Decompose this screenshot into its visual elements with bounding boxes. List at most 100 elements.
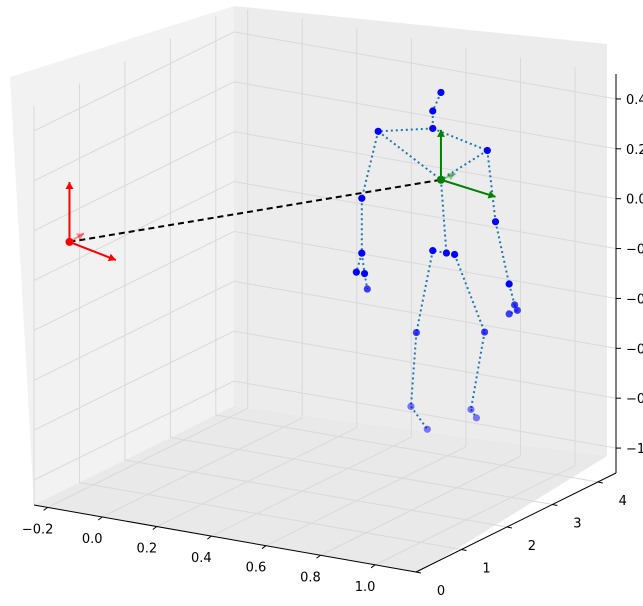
- skeleton-joint: [429, 124, 437, 133]
- grid-line-z-back: [233, 280, 617, 349]
- camera-axis: [440, 178, 496, 198]
- skeleton-joint: [374, 127, 382, 135]
- grid-line-y-floor: [124, 459, 507, 528]
- skeleton-joint: [491, 218, 500, 226]
- skeleton-bone: [469, 331, 486, 410]
- camera-axis: [69, 240, 117, 261]
- skeleton-joint: [429, 247, 437, 255]
- grid-line-x-floor: [156, 427, 358, 527]
- grid-line-x-floor: [374, 465, 576, 566]
- skeleton-bone: [494, 221, 511, 285]
- camera-origin: [436, 175, 445, 184]
- grid-line-z-back: [233, 380, 617, 449]
- x-tick-label: 0.2: [136, 542, 157, 557]
- grid-line-y-floor: [215, 414, 598, 483]
- skeleton-bone: [360, 253, 366, 274]
- x-tick-label: −0.2: [22, 522, 54, 537]
- x-tick-label: 0.4: [191, 551, 212, 566]
- grid-line-z-back: [233, 31, 617, 100]
- skeleton-bone: [377, 130, 442, 181]
- skeleton-joint: [437, 88, 445, 97]
- x-tick-label: 0.6: [246, 561, 267, 576]
- grid-line-y-floor: [170, 437, 553, 505]
- grid-line-x-floor: [47, 407, 248, 508]
- z-tick-label: −1.0: [626, 442, 643, 457]
- x-tick: [152, 526, 158, 530]
- camera-origin: [65, 237, 74, 246]
- z-tick-label: −0.8: [626, 392, 643, 407]
- y-tick-label: 3: [573, 517, 581, 532]
- skeleton-joint: [423, 425, 431, 433]
- camera-axis-arrowhead: [65, 182, 74, 190]
- grid-line-x-floor: [320, 455, 521, 556]
- camera-axis-arrowhead: [487, 190, 496, 199]
- skeleton-joint: [407, 402, 415, 411]
- x-tick: [261, 545, 267, 550]
- z-tick-label: −0.4: [626, 292, 643, 307]
- grid-line-z-left: [33, 280, 235, 381]
- y-tick: [552, 504, 558, 506]
- camera-axis-arrowhead: [436, 129, 445, 137]
- z-tick-label: 0.4: [626, 93, 643, 108]
- x-tick: [316, 554, 321, 559]
- skeleton-joint: [511, 301, 519, 309]
- grid-line-z-back: [233, 330, 617, 399]
- x-tick-label: 1.0: [355, 580, 376, 595]
- y-tick-label: 0: [437, 584, 445, 599]
- x-tick-label: 0.8: [300, 570, 321, 585]
- skeleton-joint: [505, 310, 513, 318]
- x-tick: [370, 564, 376, 569]
- camera-link-line: [69, 178, 442, 243]
- z-tick-label: 0.2: [626, 143, 643, 158]
- grid-line-z-left: [33, 31, 235, 132]
- y-axis-line: [415, 472, 617, 573]
- skeleton-joint: [505, 280, 513, 288]
- skeleton-bone: [409, 332, 418, 407]
- skeleton-joint: [360, 269, 369, 278]
- skeleton-bone: [440, 149, 488, 181]
- grid-line-z-back: [233, 230, 617, 299]
- tick-labels: −0.2 0.0 0.2 0.4 0.6 0.8 1.0 0 1 2 3 4 0.4 0.2 0.0 −0.2…: [22, 93, 643, 599]
- skeleton-joint: [513, 306, 521, 314]
- grid-line-z-back: [233, 81, 617, 150]
- data-marks: [65, 88, 521, 433]
- skeleton-bone: [508, 283, 516, 306]
- y-tick: [461, 549, 467, 551]
- skeleton-bone: [453, 254, 486, 333]
- skeleton-bone: [360, 131, 380, 199]
- grid-line-z-left: [33, 81, 235, 182]
- x-tick: [97, 516, 103, 521]
- skeleton-joint: [358, 249, 366, 257]
- z-tick-label: 0.0: [626, 193, 643, 208]
- skeleton-joint: [481, 328, 489, 336]
- grid-line-z-left: [33, 131, 235, 232]
- z-tick-label: −0.2: [626, 243, 643, 258]
- grid-line-z-back: [233, 131, 617, 200]
- z-tick-label: −0.6: [626, 342, 643, 357]
- y-tick-label: 2: [528, 539, 536, 554]
- grid-line-z-left: [33, 380, 235, 481]
- y-tick: [415, 571, 422, 574]
- grid-line-x-floor: [101, 417, 303, 518]
- y-tick: [597, 481, 603, 484]
- skeleton-bone: [439, 179, 448, 254]
- skeleton-joint: [429, 107, 437, 115]
- x-tick-label: 0.0: [82, 532, 103, 547]
- camera-axis-arrowhead: [75, 233, 85, 241]
- grid-line-z-left: [33, 330, 235, 431]
- skeleton-bone: [415, 250, 434, 333]
- skeleton-joint: [363, 285, 371, 293]
- skeleton-joint: [412, 328, 420, 337]
- y-tick-label: 1: [482, 562, 490, 577]
- x-tick: [207, 535, 212, 540]
- skeleton-joint: [442, 249, 451, 257]
- grid-line-z-left: [33, 230, 235, 331]
- skeleton-joint: [450, 250, 459, 259]
- grid-line-x-floor: [265, 446, 467, 547]
- camera-axis-arrowhead: [447, 172, 456, 181]
- back-pane: [234, 6, 607, 456]
- grid-line-z-back: [233, 181, 617, 250]
- skeleton-joint: [352, 268, 360, 276]
- grid-line-y-floor: [79, 482, 462, 550]
